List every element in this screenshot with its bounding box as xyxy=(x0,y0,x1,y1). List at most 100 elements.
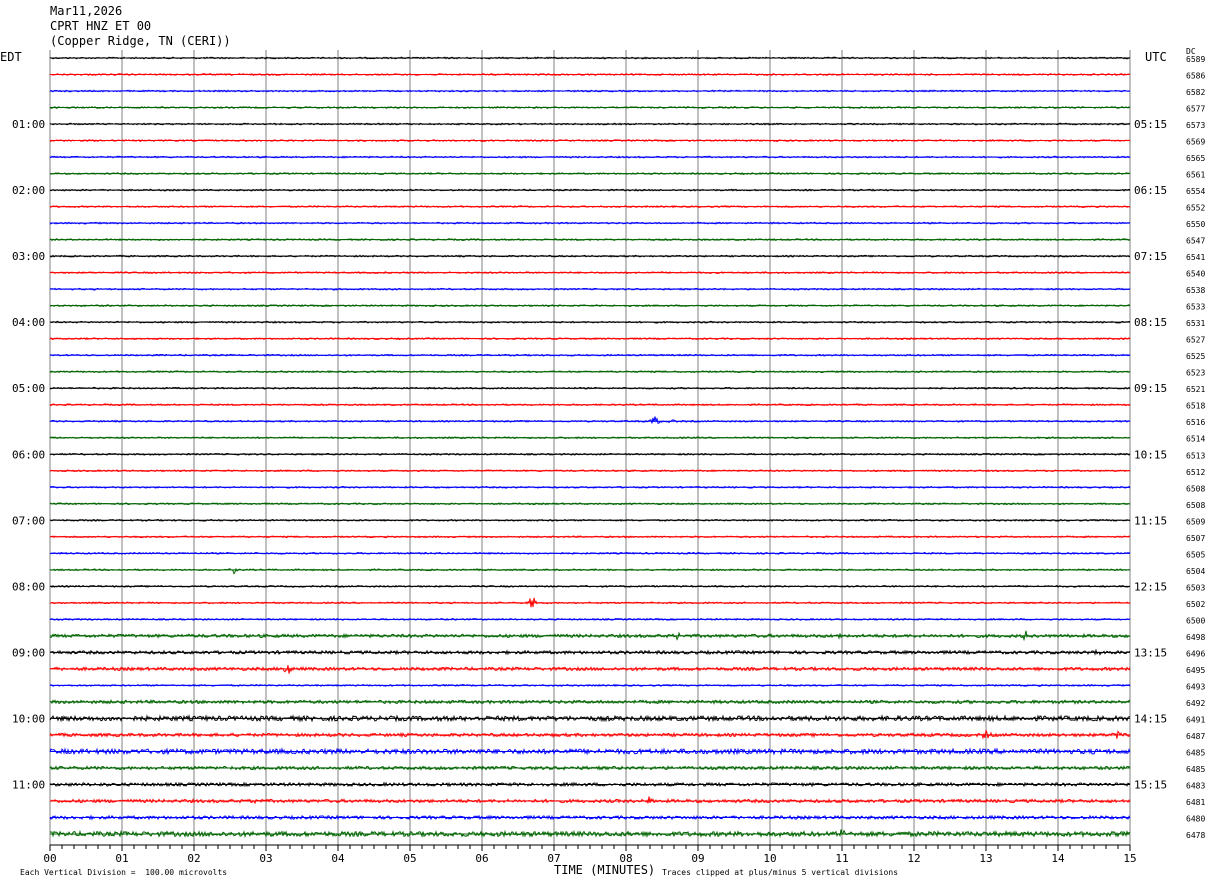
edt-hour-label: 10:00 xyxy=(12,712,45,725)
dc-offset-label: 6547 xyxy=(1186,237,1205,246)
x-tick-label: 02 xyxy=(187,852,200,865)
x-tick-label: 00 xyxy=(43,852,56,865)
dc-offset-label: 6516 xyxy=(1186,418,1205,427)
x-tick-label: 14 xyxy=(1051,852,1065,865)
edt-hour-label: 04:00 xyxy=(12,316,45,329)
dc-offset-label: 6514 xyxy=(1186,435,1205,444)
utc-hour-label: 15:15 xyxy=(1134,778,1167,791)
dc-offset-label: 6513 xyxy=(1186,451,1205,460)
dc-offset-label: 6538 xyxy=(1186,286,1205,295)
seismic-trace xyxy=(49,796,1131,805)
dc-offset-label: 6589 xyxy=(1186,55,1205,64)
utc-hour-label: 09:15 xyxy=(1134,382,1167,395)
dc-offset-label: 6481 xyxy=(1186,798,1205,807)
dc-offset-label: 6531 xyxy=(1186,319,1205,328)
dc-offset-label: 6565 xyxy=(1186,154,1205,163)
station-location: (Copper Ridge, TN (CERI)) xyxy=(50,34,231,48)
scale-note: Each Vertical Division = 100.00 microvol… xyxy=(20,868,228,877)
dc-offset-label: 6533 xyxy=(1186,303,1205,312)
dc-offset-label: 6577 xyxy=(1186,105,1205,114)
utc-hour-label: 08:15 xyxy=(1134,316,1167,329)
utc-hour-label: 14:15 xyxy=(1134,712,1167,725)
seismic-trace xyxy=(49,714,1131,723)
dc-offset-label: 6504 xyxy=(1186,567,1205,576)
edt-hour-label: 01:00 xyxy=(12,118,45,131)
dc-offset-label: 6491 xyxy=(1186,715,1205,724)
dc-offset-label: 6521 xyxy=(1186,385,1205,394)
clip-note: Traces clipped at plus/minus 5 vertical … xyxy=(662,868,899,877)
dc-offset-label: 6573 xyxy=(1186,121,1205,130)
x-tick-label: 12 xyxy=(907,852,920,865)
dc-offset-label: 6483 xyxy=(1186,781,1205,790)
dc-offset-label: 6554 xyxy=(1186,187,1205,196)
time-axis: 00 01 02 03 04 05 06 07 08 09 10 11 12 13 14 15 xyxy=(43,844,1137,865)
plot-labels: 6589 6586 6582 6577 6573 6569 6565 6561 6554 6552… xyxy=(12,55,1205,840)
dc-offset-label: 6512 xyxy=(1186,468,1205,477)
edt-hour-label: 11:00 xyxy=(12,778,45,791)
x-tick-label: 13 xyxy=(979,852,992,865)
dc-offset-label: 6525 xyxy=(1186,352,1205,361)
x-tick-label: 01 xyxy=(115,852,128,865)
dc-offset-label: 6485 xyxy=(1186,765,1205,774)
dc-offset-label: 6540 xyxy=(1186,270,1205,279)
x-tick-label: 09 xyxy=(691,852,704,865)
edt-hour-label: 09:00 xyxy=(12,646,45,659)
dc-offset-label: 6541 xyxy=(1186,253,1205,262)
x-tick-label: 11 xyxy=(835,852,848,865)
dc-offset-label: 6485 xyxy=(1186,748,1205,757)
x-tick-label: 05 xyxy=(403,852,416,865)
dc-offset-label: 6527 xyxy=(1186,336,1205,345)
dc-offset-label: 6478 xyxy=(1186,831,1205,840)
dc-offset-label: 6552 xyxy=(1186,204,1205,213)
seismic-trace xyxy=(49,630,1131,642)
plot-grid xyxy=(49,50,1131,845)
edt-hour-label: 03:00 xyxy=(12,250,45,263)
x-tick-label: 04 xyxy=(331,852,345,865)
utc-hour-label: 05:15 xyxy=(1134,118,1167,131)
x-axis-title: TIME (MINUTES) xyxy=(554,863,656,877)
seismic-trace xyxy=(49,416,1131,424)
edt-hour-label: 06:00 xyxy=(12,448,45,461)
right-timezone-label: UTC xyxy=(1145,50,1167,64)
dc-offset-label: 6561 xyxy=(1186,171,1205,180)
station-title: CPRT HNZ ET 00 xyxy=(50,19,152,33)
left-timezone-label: EDT xyxy=(0,50,22,64)
dc-offset-label: 6523 xyxy=(1186,369,1205,378)
dc-offset-label: 6508 xyxy=(1186,484,1205,493)
x-tick-label: 08 xyxy=(619,852,632,865)
dc-offset-label: 6492 xyxy=(1186,699,1205,708)
utc-hour-label: 06:15 xyxy=(1134,184,1167,197)
dc-offset-label: 6505 xyxy=(1186,550,1205,559)
dc-offset-header: DC xyxy=(1186,47,1196,56)
x-tick-label: 10 xyxy=(763,852,776,865)
dc-offset-label: 6495 xyxy=(1186,666,1205,675)
utc-hour-label: 10:15 xyxy=(1134,448,1167,461)
edt-hour-label: 02:00 xyxy=(12,184,45,197)
dc-offset-label: 6487 xyxy=(1186,732,1205,741)
dc-offset-label: 6496 xyxy=(1186,649,1205,658)
x-tick-label: 06 xyxy=(475,852,488,865)
dc-offset-label: 6493 xyxy=(1186,682,1205,691)
dc-offset-label: 6503 xyxy=(1186,583,1205,592)
seismic-trace xyxy=(49,729,1131,740)
dc-offset-label: 6586 xyxy=(1186,72,1205,81)
dc-offset-label: 6502 xyxy=(1186,600,1205,609)
x-tick-label: 03 xyxy=(259,852,272,865)
dc-offset-label: 6569 xyxy=(1186,138,1205,147)
seismic-trace xyxy=(49,829,1131,839)
x-tick-label: 07 xyxy=(547,852,560,865)
dc-offset-label: 6518 xyxy=(1186,402,1205,411)
dc-offset-label: 6550 xyxy=(1186,220,1205,229)
edt-hour-label: 08:00 xyxy=(12,580,45,593)
seismic-trace xyxy=(49,89,1131,93)
dc-offset-label: 6498 xyxy=(1186,633,1205,642)
dc-offset-label: 6480 xyxy=(1186,814,1205,823)
dc-offset-label: 6582 xyxy=(1186,88,1205,97)
x-tick-label: 15 xyxy=(1123,852,1136,865)
utc-hour-label: 07:15 xyxy=(1134,250,1167,263)
dc-offset-label: 6507 xyxy=(1186,534,1205,543)
dc-offset-label: 6508 xyxy=(1186,501,1205,510)
utc-hour-label: 12:15 xyxy=(1134,580,1167,593)
plot-date: Mar11,2026 xyxy=(50,4,123,18)
